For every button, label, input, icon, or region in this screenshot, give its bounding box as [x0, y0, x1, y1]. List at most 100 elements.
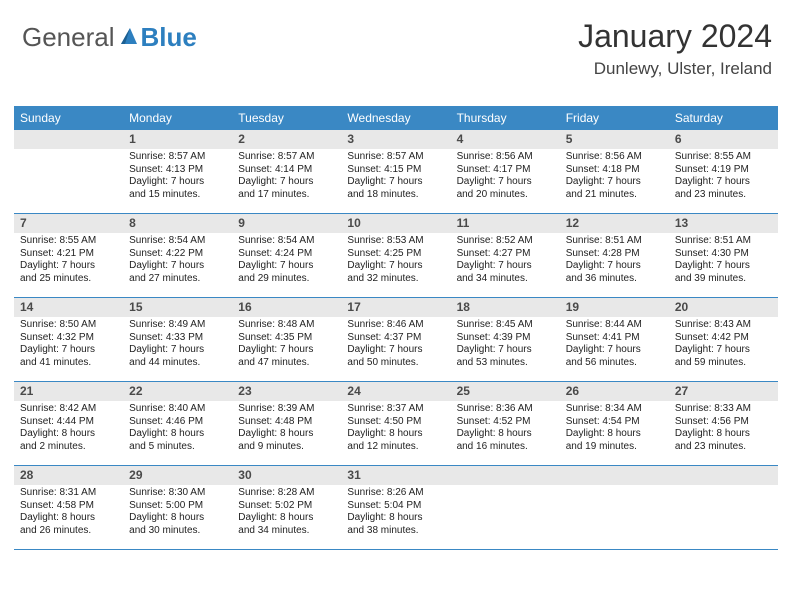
day-cell: 12Sunrise: 8:51 AMSunset: 4:28 PMDayligh… — [560, 214, 669, 297]
day-daylight2: and 23 minutes. — [675, 441, 772, 454]
dow-saturday: Saturday — [669, 107, 778, 130]
day-number: 18 — [451, 298, 560, 317]
day-body: Sunrise: 8:40 AMSunset: 4:46 PMDaylight:… — [123, 401, 232, 459]
day-body: Sunrise: 8:45 AMSunset: 4:39 PMDaylight:… — [451, 317, 560, 375]
day-daylight2: and 30 minutes. — [129, 525, 226, 538]
day-sunrise: Sunrise: 8:50 AM — [20, 319, 117, 332]
day-daylight2: and 23 minutes. — [675, 189, 772, 202]
day-number: 23 — [232, 382, 341, 401]
day-sunset: Sunset: 4:19 PM — [675, 164, 772, 177]
day-body: Sunrise: 8:51 AMSunset: 4:28 PMDaylight:… — [560, 233, 669, 291]
dow-sunday: Sunday — [14, 107, 123, 130]
day-body: Sunrise: 8:49 AMSunset: 4:33 PMDaylight:… — [123, 317, 232, 375]
day-daylight1: Daylight: 8 hours — [129, 512, 226, 525]
month-year: January 2024 — [578, 18, 772, 55]
day-sunrise: Sunrise: 8:57 AM — [347, 151, 444, 164]
day-daylight1: Daylight: 8 hours — [347, 512, 444, 525]
day-sunset: Sunset: 4:48 PM — [238, 416, 335, 429]
day-cell: . — [560, 466, 669, 549]
day-cell: 26Sunrise: 8:34 AMSunset: 4:54 PMDayligh… — [560, 382, 669, 465]
day-number: 17 — [341, 298, 450, 317]
day-daylight1: Daylight: 7 hours — [675, 176, 772, 189]
day-daylight2: and 34 minutes. — [238, 525, 335, 538]
day-sunrise: Sunrise: 8:37 AM — [347, 403, 444, 416]
day-sunrise: Sunrise: 8:54 AM — [129, 235, 226, 248]
day-daylight1: Daylight: 7 hours — [238, 176, 335, 189]
day-cell: . — [669, 466, 778, 549]
day-body: Sunrise: 8:55 AMSunset: 4:19 PMDaylight:… — [669, 149, 778, 207]
day-sunset: Sunset: 5:00 PM — [129, 500, 226, 513]
day-daylight1: Daylight: 8 hours — [675, 428, 772, 441]
day-body: Sunrise: 8:56 AMSunset: 4:17 PMDaylight:… — [451, 149, 560, 207]
day-daylight2: and 18 minutes. — [347, 189, 444, 202]
day-cell: 6Sunrise: 8:55 AMSunset: 4:19 PMDaylight… — [669, 130, 778, 213]
day-daylight1: Daylight: 7 hours — [566, 176, 663, 189]
day-daylight1: Daylight: 7 hours — [675, 260, 772, 273]
day-number: 6 — [669, 130, 778, 149]
day-sunset: Sunset: 4:56 PM — [675, 416, 772, 429]
day-sunrise: Sunrise: 8:31 AM — [20, 487, 117, 500]
week-row: 7Sunrise: 8:55 AMSunset: 4:21 PMDaylight… — [14, 214, 778, 298]
day-sunrise: Sunrise: 8:49 AM — [129, 319, 226, 332]
day-body: Sunrise: 8:39 AMSunset: 4:48 PMDaylight:… — [232, 401, 341, 459]
day-body: Sunrise: 8:57 AMSunset: 4:13 PMDaylight:… — [123, 149, 232, 207]
day-daylight2: and 9 minutes. — [238, 441, 335, 454]
day-sunset: Sunset: 4:37 PM — [347, 332, 444, 345]
day-number: 9 — [232, 214, 341, 233]
day-sunset: Sunset: 4:58 PM — [20, 500, 117, 513]
day-sunrise: Sunrise: 8:40 AM — [129, 403, 226, 416]
day-body: Sunrise: 8:57 AMSunset: 4:15 PMDaylight:… — [341, 149, 450, 207]
day-daylight2: and 21 minutes. — [566, 189, 663, 202]
day-sunset: Sunset: 4:33 PM — [129, 332, 226, 345]
day-body: Sunrise: 8:46 AMSunset: 4:37 PMDaylight:… — [341, 317, 450, 375]
day-cell: 14Sunrise: 8:50 AMSunset: 4:32 PMDayligh… — [14, 298, 123, 381]
day-daylight1: Daylight: 7 hours — [675, 344, 772, 357]
day-number: 26 — [560, 382, 669, 401]
day-daylight2: and 50 minutes. — [347, 357, 444, 370]
day-daylight2: and 17 minutes. — [238, 189, 335, 202]
day-sunset: Sunset: 4:50 PM — [347, 416, 444, 429]
day-daylight1: Daylight: 7 hours — [347, 344, 444, 357]
day-cell: 4Sunrise: 8:56 AMSunset: 4:17 PMDaylight… — [451, 130, 560, 213]
day-sunset: Sunset: 4:30 PM — [675, 248, 772, 261]
day-sunset: Sunset: 5:04 PM — [347, 500, 444, 513]
day-sunset: Sunset: 4:35 PM — [238, 332, 335, 345]
day-number: 12 — [560, 214, 669, 233]
day-cell: 30Sunrise: 8:28 AMSunset: 5:02 PMDayligh… — [232, 466, 341, 549]
day-body: Sunrise: 8:56 AMSunset: 4:18 PMDaylight:… — [560, 149, 669, 207]
day-sunset: Sunset: 4:32 PM — [20, 332, 117, 345]
day-daylight2: and 38 minutes. — [347, 525, 444, 538]
day-body: Sunrise: 8:36 AMSunset: 4:52 PMDaylight:… — [451, 401, 560, 459]
dow-row: Sunday Monday Tuesday Wednesday Thursday… — [14, 107, 778, 130]
week-row: .1Sunrise: 8:57 AMSunset: 4:13 PMDayligh… — [14, 130, 778, 214]
day-sunset: Sunset: 4:39 PM — [457, 332, 554, 345]
day-daylight2: and 26 minutes. — [20, 525, 117, 538]
day-daylight2: and 2 minutes. — [20, 441, 117, 454]
dow-monday: Monday — [123, 107, 232, 130]
day-number: 3 — [341, 130, 450, 149]
calendar: Sunday Monday Tuesday Wednesday Thursday… — [14, 106, 778, 550]
day-body: Sunrise: 8:30 AMSunset: 5:00 PMDaylight:… — [123, 485, 232, 543]
day-number: . — [451, 466, 560, 485]
day-sunset: Sunset: 4:18 PM — [566, 164, 663, 177]
day-sunrise: Sunrise: 8:28 AM — [238, 487, 335, 500]
day-sunset: Sunset: 4:13 PM — [129, 164, 226, 177]
day-daylight1: Daylight: 7 hours — [129, 260, 226, 273]
day-cell: 10Sunrise: 8:53 AMSunset: 4:25 PMDayligh… — [341, 214, 450, 297]
day-sunset: Sunset: 4:21 PM — [20, 248, 117, 261]
day-daylight2: and 27 minutes. — [129, 273, 226, 286]
day-number: 4 — [451, 130, 560, 149]
day-number: 25 — [451, 382, 560, 401]
title-block: January 2024 Dunlewy, Ulster, Ireland — [578, 18, 772, 79]
day-number: 22 — [123, 382, 232, 401]
day-sunset: Sunset: 4:42 PM — [675, 332, 772, 345]
day-daylight1: Daylight: 7 hours — [566, 260, 663, 273]
day-body: Sunrise: 8:34 AMSunset: 4:54 PMDaylight:… — [560, 401, 669, 459]
day-daylight2: and 12 minutes. — [347, 441, 444, 454]
day-body: Sunrise: 8:31 AMSunset: 4:58 PMDaylight:… — [14, 485, 123, 543]
day-body: Sunrise: 8:44 AMSunset: 4:41 PMDaylight:… — [560, 317, 669, 375]
day-number: . — [560, 466, 669, 485]
day-daylight1: Daylight: 7 hours — [238, 344, 335, 357]
day-sunrise: Sunrise: 8:57 AM — [129, 151, 226, 164]
day-sunrise: Sunrise: 8:56 AM — [457, 151, 554, 164]
